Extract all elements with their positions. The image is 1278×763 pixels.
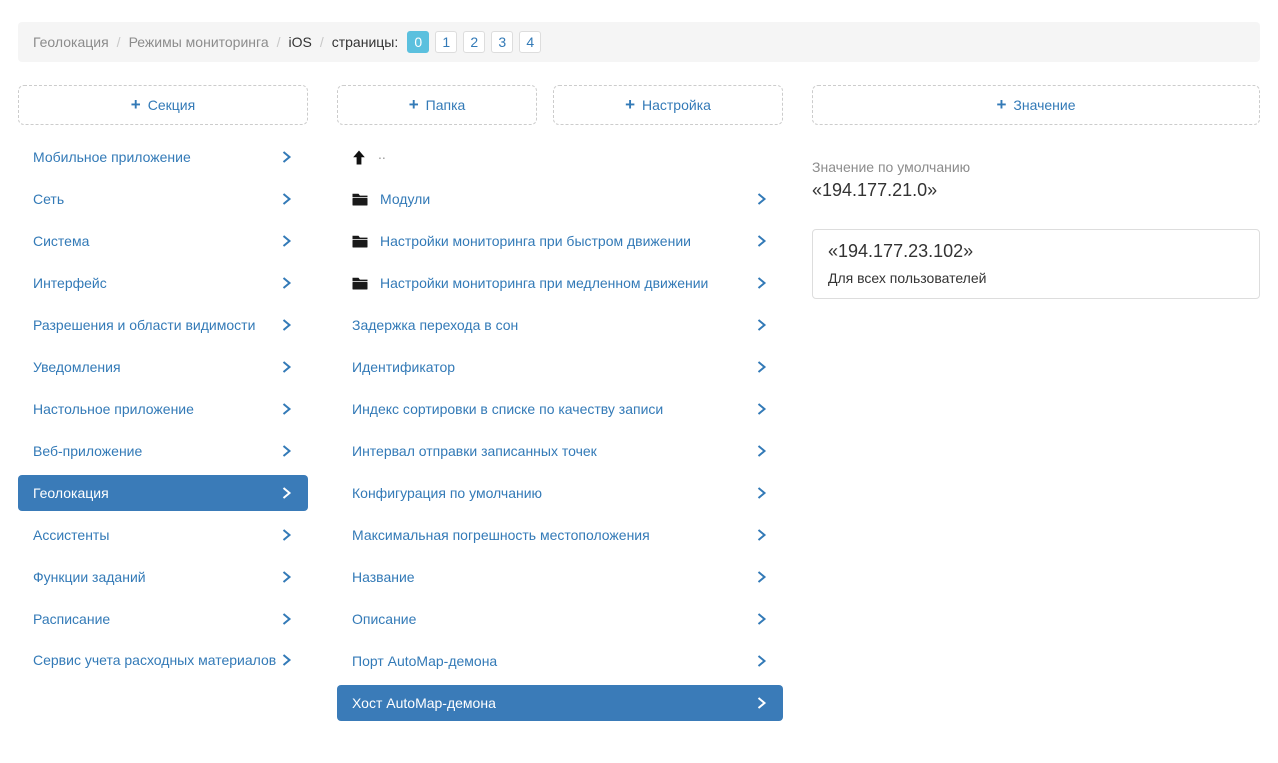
chevron-right-icon [282, 571, 292, 583]
chevron-right-icon [282, 319, 292, 331]
add-section-label: Секция [147, 97, 196, 113]
settings-column: + Папка + Настройка .. Модули Настройки … [337, 85, 783, 727]
setting-item[interactable]: Индекс сортировки в списке по качеству з… [337, 391, 783, 427]
values-column: + Значение Значение по умолчанию «194.17… [812, 85, 1260, 727]
setting-item[interactable]: Идентификатор [337, 349, 783, 385]
breadcrumb-link-geolocation[interactable]: Геолокация [33, 34, 109, 50]
settings-list: .. Модули Настройки мониторинга при быст… [337, 139, 783, 721]
page-button-3[interactable]: 3 [491, 31, 514, 53]
breadcrumb-separator: / [319, 34, 324, 50]
section-item[interactable]: Сервис учета расходных материалов [18, 643, 308, 679]
sections-column: + Секция Мобильное приложение Сеть Систе… [18, 85, 308, 727]
chevron-right-icon [757, 613, 767, 625]
chevron-right-icon [757, 277, 767, 289]
chevron-right-icon [282, 361, 292, 373]
folder-icon [352, 235, 368, 248]
sections-list: Мобильное приложение Сеть Система Интерф… [18, 139, 308, 679]
default-value: «194.177.21.0» [812, 180, 938, 200]
section-item[interactable]: Интерфейс [18, 265, 308, 301]
folder-up-item[interactable]: .. [337, 139, 783, 175]
add-setting-label: Настройка [642, 97, 711, 113]
chevron-right-icon [757, 487, 767, 499]
chevron-right-icon [282, 613, 292, 625]
setting-item[interactable]: Задержка перехода в сон [337, 307, 783, 343]
chevron-right-icon [282, 529, 292, 541]
section-item[interactable]: Ассистенты [18, 517, 308, 553]
chevron-right-icon [282, 654, 292, 666]
section-item[interactable]: Функции заданий [18, 559, 308, 595]
section-item[interactable]: Веб-приложение [18, 433, 308, 469]
breadcrumb-separator: / [116, 34, 121, 50]
section-item[interactable]: Система [18, 223, 308, 259]
folder-item[interactable]: Модули [337, 181, 783, 217]
value-text: «194.177.23.102» [828, 241, 974, 261]
add-folder-button[interactable]: + Папка [337, 85, 537, 125]
breadcrumb-separator: / [276, 34, 281, 50]
chevron-right-icon [757, 193, 767, 205]
pages-label: страницы: [331, 34, 399, 50]
add-value-button[interactable]: + Значение [812, 85, 1260, 125]
add-setting-button[interactable]: + Настройка [553, 85, 783, 125]
chevron-right-icon [757, 571, 767, 583]
chevron-right-icon [282, 151, 292, 163]
chevron-right-icon [282, 277, 292, 289]
folder-icon [352, 193, 368, 206]
add-value-label: Значение [1013, 97, 1076, 113]
chevron-right-icon [757, 697, 767, 709]
section-item[interactable]: Уведомления [18, 349, 308, 385]
breadcrumb-item-ios: iOS [288, 34, 312, 50]
plus-icon: + [408, 94, 419, 114]
page-button-2[interactable]: 2 [463, 31, 486, 53]
page-button-4[interactable]: 4 [519, 31, 542, 53]
chevron-right-icon [282, 235, 292, 247]
section-item[interactable]: Разрешения и области видимости [18, 307, 308, 343]
value-card[interactable]: «194.177.23.102» Для всех пользователей [812, 229, 1260, 299]
chevron-right-icon [757, 361, 767, 373]
folder-icon [352, 277, 368, 290]
setting-item-automap-host-selected[interactable]: Хост AutoMap-демона [337, 685, 783, 721]
breadcrumb-link-monitoring-modes[interactable]: Режимы мониторинга [128, 34, 269, 50]
chevron-right-icon [757, 403, 767, 415]
section-item-geolocation-selected[interactable]: Геолокация [18, 475, 308, 511]
value-scope-text: Для всех пользователей [828, 270, 987, 286]
chevron-right-icon [282, 193, 292, 205]
setting-item[interactable]: Интервал отправки записанных точек [337, 433, 783, 469]
chevron-right-icon [757, 445, 767, 457]
folder-item[interactable]: Настройки мониторинга при медленном движ… [337, 265, 783, 301]
chevron-right-icon [757, 235, 767, 247]
chevron-right-icon [282, 445, 292, 457]
plus-icon: + [625, 94, 635, 114]
setting-item[interactable]: Описание [337, 601, 783, 637]
section-item[interactable]: Настольное приложение [18, 391, 308, 427]
add-section-button[interactable]: + Секция [18, 85, 308, 125]
plus-icon: + [130, 94, 141, 114]
setting-item[interactable]: Порт AutoMap-демона [337, 643, 783, 679]
section-item[interactable]: Сеть [18, 181, 308, 217]
page-button-1[interactable]: 1 [435, 31, 458, 53]
chevron-right-icon [757, 529, 767, 541]
content-columns: + Секция Мобильное приложение Сеть Систе… [18, 85, 1260, 727]
folder-item[interactable]: Настройки мониторинга при быстром движен… [337, 223, 783, 259]
plus-icon: + [996, 94, 1007, 114]
default-value-label: Значение по умолчанию [812, 159, 971, 175]
page-button-0[interactable]: 0 [407, 31, 430, 53]
chevron-right-icon [282, 487, 292, 499]
section-item[interactable]: Расписание [18, 601, 308, 637]
add-folder-label: Папка [425, 97, 466, 113]
setting-item[interactable]: Название [337, 559, 783, 595]
chevron-right-icon [282, 403, 292, 415]
section-item[interactable]: Мобильное приложение [18, 139, 308, 175]
chevron-right-icon [757, 655, 767, 667]
chevron-right-icon [757, 319, 767, 331]
up-arrow-icon [352, 150, 366, 165]
setting-item[interactable]: Максимальная погрешность местоположения [337, 517, 783, 553]
breadcrumb: Геолокация / Режимы мониторинга / iOS / … [18, 22, 1260, 62]
setting-item[interactable]: Конфигурация по умолчанию [337, 475, 783, 511]
